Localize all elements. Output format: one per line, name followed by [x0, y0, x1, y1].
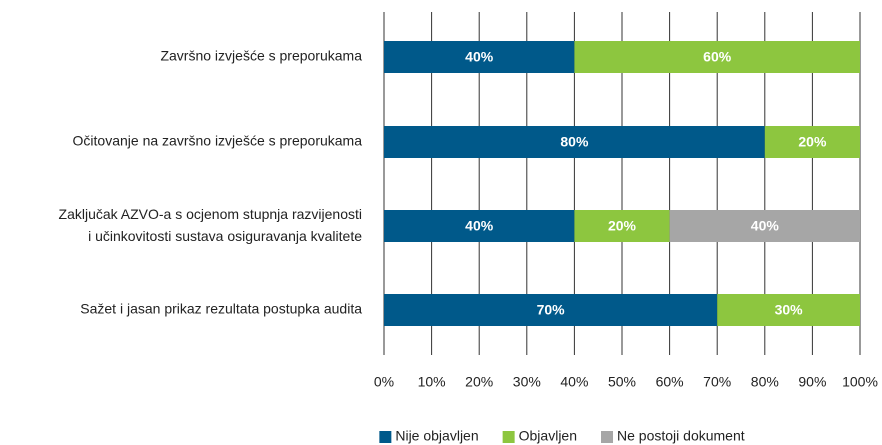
x-tick-label: 40% — [560, 374, 588, 390]
category-label: Zaključak AZVO-a s ocjenom stupnja razvi… — [59, 206, 363, 244]
bar-segment — [717, 294, 860, 326]
x-tick-label: 80% — [751, 374, 779, 390]
x-tick-label: 20% — [465, 374, 493, 390]
bar-segment — [384, 126, 765, 158]
category-label: Sažet i jasan prikaz rezultata postupka … — [80, 301, 362, 317]
legend-swatch — [601, 431, 614, 443]
legend-label: Nije objavljen — [395, 428, 478, 444]
category-label: Završno izvješće s preporukama — [160, 48, 362, 64]
legend-label: Objavljen — [519, 428, 577, 444]
legend: Nije objavljen Objavljen Ne postoji dokume… — [379, 428, 745, 444]
x-tick-label: 10% — [418, 374, 446, 390]
bar-segment — [384, 210, 575, 242]
value-label: 20% — [798, 134, 827, 150]
bar-segment — [764, 126, 860, 158]
bar-segment — [574, 41, 860, 73]
legend-label: Ne postoji dokument — [617, 428, 745, 444]
bar-segment — [384, 294, 718, 326]
x-tick-label: 30% — [513, 374, 541, 390]
x-tick-label: 100% — [842, 374, 878, 390]
value-label: 60% — [703, 49, 732, 65]
value-label: 40% — [465, 49, 494, 65]
x-tick-label: 70% — [703, 374, 731, 390]
bar-segment — [574, 210, 670, 242]
x-tick-label: 60% — [656, 374, 684, 390]
value-label: 20% — [608, 218, 637, 234]
value-label: 40% — [751, 218, 780, 234]
bar-segment — [669, 210, 860, 242]
x-tick-label: 50% — [608, 374, 636, 390]
x-tick-label: 90% — [798, 374, 826, 390]
category-label: Očitovanje na završno izvješće s preporu… — [73, 133, 363, 149]
legend-swatch — [379, 431, 392, 443]
x-tick-label: 0% — [374, 374, 394, 390]
legend-swatch — [502, 431, 515, 443]
bar-segment — [384, 41, 575, 73]
value-label: 30% — [775, 302, 804, 318]
value-label: 40% — [465, 218, 494, 234]
value-label: 80% — [560, 134, 589, 150]
value-label: 70% — [537, 302, 566, 318]
